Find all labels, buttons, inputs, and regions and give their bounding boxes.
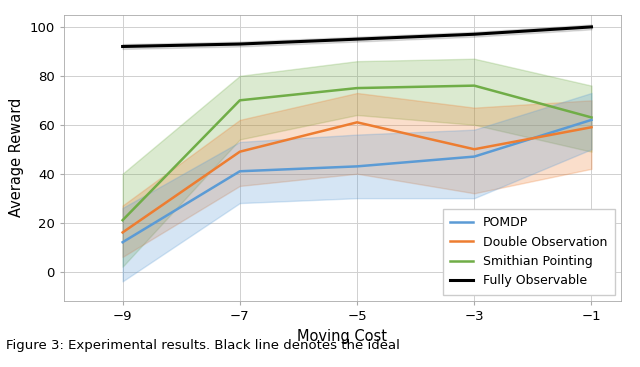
Fully Observable <box>119 44 127 49</box>
Double Observation <box>353 120 361 124</box>
POMDP <box>353 164 361 168</box>
Smithian Pointing <box>588 115 595 120</box>
Double Observation <box>236 149 244 154</box>
Fully Observable <box>470 32 478 36</box>
Line: POMDP: POMDP <box>123 120 591 242</box>
Double Observation <box>588 125 595 130</box>
Double Observation <box>470 147 478 152</box>
POMDP <box>236 169 244 174</box>
X-axis label: Moving Cost: Moving Cost <box>298 328 387 344</box>
Line: Smithian Pointing: Smithian Pointing <box>123 86 591 220</box>
POMDP <box>470 155 478 159</box>
Legend: POMDP, Double Observation, Smithian Pointing, Fully Observable: POMDP, Double Observation, Smithian Poin… <box>443 209 614 295</box>
Y-axis label: Average Reward: Average Reward <box>9 98 24 218</box>
Smithian Pointing <box>236 98 244 102</box>
Smithian Pointing <box>353 86 361 90</box>
Smithian Pointing <box>470 83 478 88</box>
Text: Figure 3: Experimental results. Black line denotes the ideal: Figure 3: Experimental results. Black li… <box>6 339 400 352</box>
Line: Double Observation: Double Observation <box>123 122 591 232</box>
Fully Observable <box>588 25 595 29</box>
Line: Fully Observable: Fully Observable <box>123 27 591 47</box>
POMDP <box>119 240 127 244</box>
Fully Observable <box>353 37 361 41</box>
POMDP <box>588 118 595 122</box>
Fully Observable <box>236 42 244 46</box>
Smithian Pointing <box>119 218 127 222</box>
Double Observation <box>119 230 127 235</box>
